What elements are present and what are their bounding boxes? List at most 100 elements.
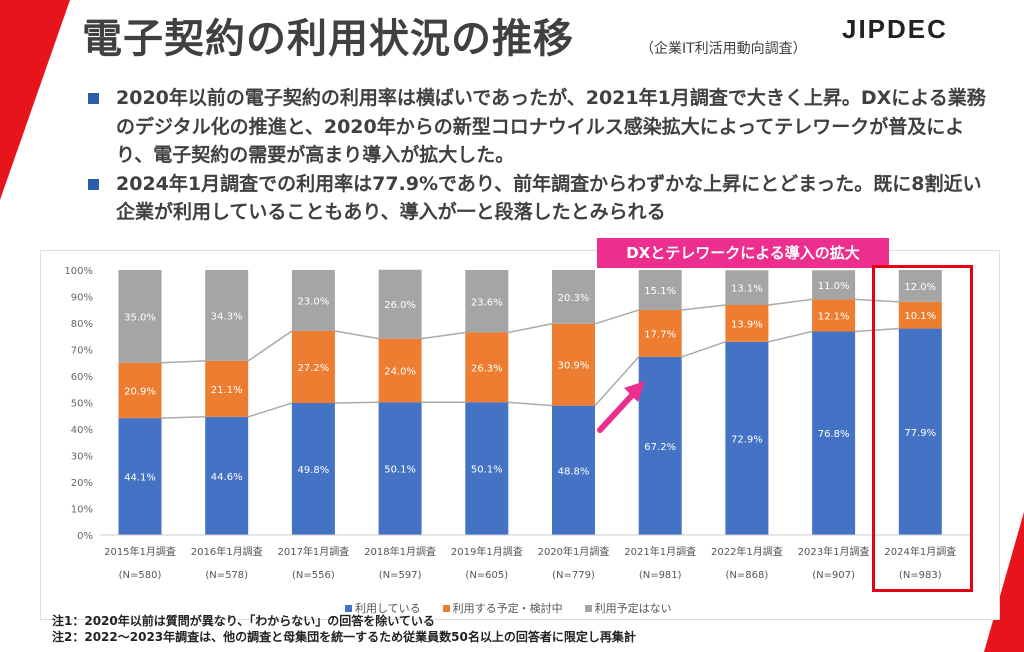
highlight-box-2024 [872, 265, 973, 592]
bar-segment [552, 323, 595, 406]
footnotes: 注1：2020年以前は質問が異なり、「わからない」の回答を除いている 注2：20… [52, 613, 636, 645]
bar-segment [638, 356, 682, 535]
series-connector-line [247, 402, 293, 418]
bar-segment [552, 270, 595, 324]
bar-segment [812, 331, 856, 535]
data-label: 12.0% [904, 282, 936, 293]
legend-swatch [442, 605, 450, 612]
data-label: 26.0% [384, 300, 416, 311]
bar-segment [291, 403, 335, 535]
bar-segment [291, 270, 335, 331]
series-connector-line [161, 360, 206, 364]
y-tick-label: 70% [71, 346, 93, 357]
bar-segment [465, 402, 509, 535]
series-connector-line [768, 330, 813, 343]
data-label: 13.1% [731, 284, 763, 295]
y-tick-label: 30% [71, 452, 93, 463]
data-label: 10.1% [904, 311, 936, 322]
x-tick-sample-size: (N=779) [552, 570, 595, 581]
bar-segment [205, 270, 249, 361]
x-tick-label: 2018年1月調査 [364, 545, 436, 558]
legend-label: 利用している [355, 602, 421, 615]
bar-segment [638, 270, 682, 311]
y-tick-label: 80% [71, 319, 93, 330]
x-tick-label: 2020年1月調査 [538, 545, 610, 558]
series-connector-line [508, 401, 553, 407]
bar-segment [725, 270, 769, 305]
legend-item: 利用している [345, 600, 421, 616]
data-label: 24.0% [384, 366, 416, 377]
y-tick-label: 90% [71, 293, 93, 304]
x-tick-label: 2019年1月調査 [451, 545, 523, 558]
series-connector-line [681, 341, 726, 358]
chart-legend: 利用している 利用する予定・検討中 利用予定はない [345, 600, 672, 616]
data-label: 35.0% [124, 312, 156, 323]
data-label: 50.1% [471, 465, 503, 476]
series-connector-line [594, 356, 640, 407]
bar-segment [378, 338, 422, 403]
bar-segment [291, 330, 335, 404]
series-connector-line [594, 309, 639, 325]
x-tick-sample-size: (N=907) [812, 570, 855, 581]
series-connector-line [508, 323, 553, 334]
data-label: 21.1% [211, 385, 243, 396]
data-label: 12.1% [818, 311, 850, 322]
data-label: 72.9% [731, 434, 763, 445]
data-label: 23.0% [298, 296, 330, 307]
page-subtitle: （企業IT利活用動向調査） [640, 41, 807, 57]
data-label: 44.1% [124, 473, 156, 484]
bar-segment [205, 360, 249, 417]
data-label: 26.3% [471, 363, 503, 374]
footnote: 注1：2020年以前は質問が異なり、「わからない」の回答を除いている [52, 614, 435, 628]
y-tick-label: 20% [71, 478, 93, 489]
x-tick-label: 2023年1月調査 [798, 545, 870, 558]
bar-segment [725, 304, 769, 342]
red-corner-decoration [0, 0, 70, 200]
bar-segment [205, 416, 249, 535]
data-label: 76.8% [818, 429, 850, 440]
data-label: 27.2% [298, 363, 330, 374]
arrow-head-icon [624, 381, 645, 402]
series-connector-line [855, 327, 899, 333]
legend-label: 利用予定はない [594, 602, 672, 615]
bar-segment [638, 310, 682, 357]
data-label: 23.6% [471, 297, 503, 308]
summary-bullets: 2020年以前の電子契約の利用率は横ばいであったが、2021年1月調査で大きく上… [88, 84, 988, 227]
data-label: 67.2% [644, 442, 676, 453]
x-tick-sample-size: (N=868) [726, 570, 769, 581]
data-label: 48.8% [558, 466, 590, 477]
data-label: 11.0% [818, 281, 850, 292]
bar-segment [118, 270, 162, 363]
x-tick-label: 2024年1月調査 [884, 545, 956, 558]
series-connector-line [768, 298, 813, 306]
bullet-item: 2020年以前の電子契約の利用率は横ばいであったが、2021年1月調査で大きく上… [88, 84, 988, 170]
series-connector-line [681, 304, 726, 311]
y-tick-label: 100% [64, 266, 93, 277]
legend-swatch [345, 605, 352, 612]
series-connector-line [855, 298, 899, 303]
x-tick-label: 2017年1月調査 [277, 545, 349, 558]
data-label: 15.1% [644, 286, 676, 297]
x-tick-label: 2022年1月調査 [711, 545, 783, 558]
jipdec-logo: JIPDEC [842, 14, 948, 44]
bar-segment [465, 270, 509, 333]
bar-segment [378, 402, 422, 535]
x-tick-sample-size: (N=556) [292, 570, 335, 581]
data-label: 44.6% [211, 472, 243, 483]
bar-segment [118, 418, 162, 535]
bar-segment [812, 299, 856, 332]
bar-segment [465, 332, 509, 403]
bar-segment [898, 328, 942, 535]
x-tick-sample-size: (N=597) [379, 570, 422, 581]
x-tick-sample-size: (N=605) [465, 570, 508, 581]
data-label: 77.9% [904, 428, 936, 439]
annotation-banner: DXとテレワークによる導入の拡大 [597, 238, 889, 268]
data-label: 50.1% [384, 465, 416, 476]
data-label: 49.8% [298, 465, 330, 476]
page-title: 電子契約の利用状況の推移 [82, 16, 574, 62]
series-connector-line [421, 331, 466, 340]
x-tick-sample-size: (N=981) [639, 570, 682, 581]
legend-label: 利用する予定・検討中 [452, 602, 563, 615]
y-tick-label: 0% [77, 531, 93, 542]
data-label: 20.3% [558, 293, 590, 304]
